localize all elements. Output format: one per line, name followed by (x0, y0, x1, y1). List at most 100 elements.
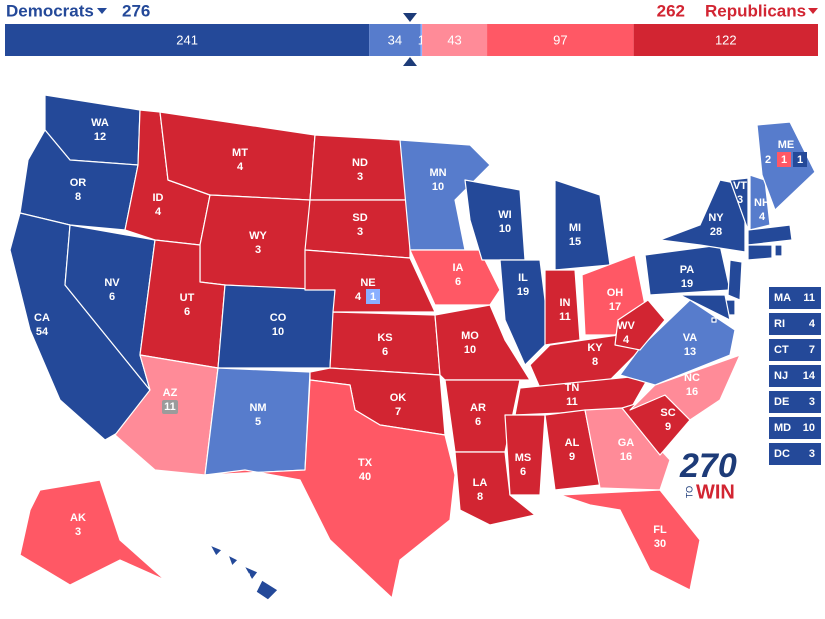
state-shape[interactable] (204, 379, 456, 599)
state-votes: 6 (184, 306, 190, 318)
state-shape[interactable] (711, 317, 717, 323)
district-votes: 1 (781, 154, 787, 166)
state-abbr: WY (249, 230, 267, 242)
state-shape[interactable] (554, 179, 611, 271)
state-votes: 8 (75, 191, 81, 203)
state-shape[interactable] (499, 259, 551, 366)
small-state-button[interactable] (769, 391, 821, 413)
small-state-votes: 7 (809, 344, 815, 356)
state-shape[interactable] (774, 244, 783, 257)
state-abbr: NE (360, 277, 375, 289)
district-votes: 1 (797, 154, 803, 166)
state-abbr: TN (565, 382, 580, 394)
small-state-votes: 14 (803, 370, 816, 382)
state-shape[interactable] (584, 407, 671, 491)
state-votes: 3 (357, 226, 363, 238)
state-votes: 5 (255, 416, 261, 428)
bar-segment (5, 24, 370, 56)
state-abbr: NM (249, 402, 266, 414)
state-shape[interactable] (255, 579, 279, 601)
state-shape[interactable] (727, 259, 743, 301)
state-votes: 11 (566, 396, 578, 408)
state-shape[interactable] (464, 179, 526, 261)
small-state-button[interactable] (769, 417, 821, 439)
small-state-votes: 3 (809, 448, 815, 460)
rep-caret[interactable] (808, 8, 818, 14)
state-shape[interactable] (434, 304, 531, 381)
logo-word: WIN (696, 481, 735, 503)
bar-segment-label: 122 (715, 32, 737, 47)
state-shape[interactable] (747, 224, 793, 246)
state-shape[interactable] (227, 554, 239, 567)
state-shape[interactable] (409, 249, 501, 306)
small-state-button[interactable] (769, 287, 821, 309)
state-shape[interactable] (199, 194, 311, 291)
small-state-abbr: RI (774, 318, 785, 330)
state-shape[interactable] (679, 294, 731, 321)
state-votes: 6 (475, 416, 481, 428)
state-shape[interactable] (243, 565, 259, 581)
state-shape[interactable] (304, 249, 436, 313)
state-shape[interactable] (19, 129, 139, 231)
state-abbr: AZ (163, 387, 178, 399)
state-shape[interactable] (747, 244, 773, 261)
small-state-button[interactable] (769, 365, 821, 387)
logo: 270 TO WIN (679, 447, 737, 503)
small-state-abbr: CT (774, 344, 789, 356)
state-abbr: UT (180, 292, 195, 304)
small-state-button[interactable] (769, 313, 821, 335)
midpoint-marker-bottom (403, 57, 417, 66)
state-abbr: OR (70, 177, 87, 189)
state-shape[interactable] (19, 479, 166, 586)
state-abbr: IA (453, 262, 464, 274)
state-shape[interactable] (729, 177, 749, 231)
small-state-button[interactable] (769, 443, 821, 465)
state-abbr: TX (358, 457, 373, 469)
state-abbr: MT (232, 147, 248, 159)
bar-segment-label: 34 (388, 32, 402, 47)
district-box[interactable] (366, 289, 380, 304)
state-votes: 30 (654, 538, 666, 550)
state-abbr: AR (470, 402, 486, 414)
state-abbr: NC (684, 372, 700, 384)
bar-segment (633, 24, 818, 56)
state-abbr: HI (240, 572, 251, 584)
district-box[interactable] (777, 152, 791, 167)
state-votes: 4 (237, 161, 244, 173)
state-votes: 12 (94, 131, 106, 143)
small-state-button[interactable] (769, 339, 821, 361)
state-votes: 54 (36, 326, 49, 338)
state-votes: 19 (681, 278, 693, 290)
state-abbr: MI (569, 222, 581, 234)
state-votes: 3 (255, 244, 261, 256)
state-votes: 7 (395, 406, 401, 418)
bar-segment-label: 241 (176, 32, 198, 47)
rep-label[interactable]: Republicans (705, 1, 806, 20)
state-shape[interactable] (209, 544, 223, 557)
state-votes: 2 (765, 154, 771, 166)
state-abbr: FL (653, 524, 667, 536)
dem-label[interactable]: Democrats (6, 1, 94, 20)
small-state-abbr: NJ (774, 370, 788, 382)
state-shape[interactable] (749, 174, 771, 231)
state-shape[interactable] (559, 489, 701, 591)
state-shape[interactable] (504, 414, 546, 496)
district-box[interactable] (793, 152, 807, 167)
votes-box (162, 400, 178, 414)
bar-segment (422, 24, 488, 56)
dem-caret[interactable] (97, 8, 107, 14)
bar-segment (369, 24, 421, 56)
logo-number: 270 (679, 447, 737, 485)
small-state-abbr: MA (774, 292, 791, 304)
state-votes: 4 (155, 206, 162, 218)
state-votes: 9 (569, 451, 575, 463)
state-votes: 10 (272, 326, 284, 338)
state-shape[interactable] (454, 451, 536, 526)
state-votes: 15 (569, 236, 581, 248)
logo-small: TO (684, 486, 694, 498)
state-shape[interactable] (614, 299, 666, 351)
small-state-votes: 3 (809, 396, 815, 408)
state-abbr: GA (618, 437, 635, 449)
